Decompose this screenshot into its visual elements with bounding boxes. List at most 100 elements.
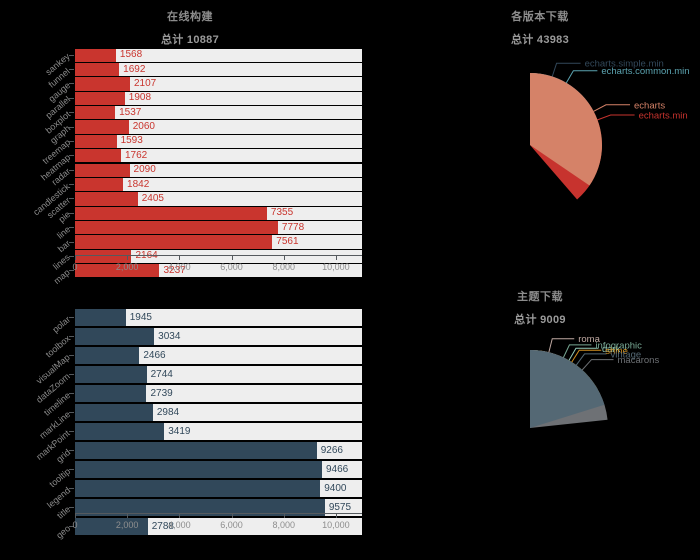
y-axis-tick: [69, 54, 74, 56]
x-axis-label: 8,000: [272, 520, 295, 530]
x-axis-label: 4,000: [168, 520, 191, 530]
bar-fill: [75, 163, 130, 177]
version-downloads-panel: 各版本下载 总计 43983 echarts.min echarts.simple…: [380, 0, 700, 280]
x-axis-tick: [335, 514, 337, 518]
bar-track: 7355: [75, 206, 362, 220]
y-axis-tick: [69, 526, 74, 527]
bar-track: 2107: [75, 77, 362, 91]
bar-value-label: 1692: [123, 63, 146, 75]
bar-row[interactable]: 1692: [75, 62, 362, 77]
bar-value-label: 3419: [168, 425, 191, 437]
bar-value-label: 7778: [281, 221, 305, 233]
bar-row[interactable]: 3034: [75, 327, 362, 346]
bar-row[interactable]: 1593: [75, 134, 362, 149]
theme-downloads-panel: 主题下载 总计 9009 dark infographic shine roma mac…: [380, 280, 700, 560]
x-axis-tick: [179, 256, 181, 260]
online-build-axis-line: [75, 255, 362, 256]
bar-fill: [75, 479, 321, 498]
bar-row[interactable]: 3237: [75, 264, 362, 278]
bar-row[interactable]: 7561: [75, 235, 362, 249]
bar-row[interactable]: 2739: [75, 384, 362, 403]
component-build-x-labels: 0 2,000 4,000 6,000 8,000 10,000: [72, 520, 362, 534]
bar-value-label: 2405: [141, 192, 164, 204]
bar-row[interactable]: 9575: [75, 498, 362, 517]
bar-track: 3237: [75, 264, 362, 278]
bar-value-label: 1593: [120, 135, 143, 147]
bar-row[interactable]: 2744: [75, 365, 362, 384]
bar-fill: [75, 221, 278, 235]
bar-track: 3034: [75, 327, 362, 346]
bar-row[interactable]: 9466: [75, 460, 362, 479]
x-axis-tick: [231, 514, 233, 518]
bar-row[interactable]: 2090: [75, 163, 362, 177]
bar-fill: [75, 235, 273, 249]
online-build-x-labels: 0 2,000 4,000 6,000 8,000 10,000: [72, 262, 362, 276]
x-axis-label: 10,000: [322, 262, 350, 272]
bar-row[interactable]: 1568: [75, 48, 362, 62]
bar-row[interactable]: 7778: [75, 221, 362, 235]
bar-row[interactable]: 2466: [75, 346, 362, 365]
bar-value-label: 9266: [320, 444, 343, 456]
y-axis-tick: [69, 317, 74, 318]
online-build-ticks: [75, 256, 362, 260]
x-axis-tick: [179, 514, 181, 518]
online-build-title: 在线构建: [167, 11, 213, 23]
y-axis-tick: [69, 355, 74, 356]
y-axis-tick: [69, 412, 74, 413]
bar-row[interactable]: 2984: [75, 403, 362, 422]
pie-label-leader-line: [581, 359, 614, 371]
y-axis-tick: [69, 393, 74, 394]
pie-slice-label: macarons: [618, 355, 660, 366]
bar-fill: [75, 384, 147, 403]
bar-fill: [75, 441, 317, 460]
bar-fill: [75, 62, 120, 77]
pie-slice-label: shine: [605, 346, 628, 357]
bar-track: 2090: [75, 163, 362, 177]
bar-row[interactable]: 2788: [75, 517, 362, 536]
bar-row[interactable]: 9266: [75, 441, 362, 460]
bar-fill: [75, 422, 165, 441]
bar-row[interactable]: 1842: [75, 177, 362, 192]
bar-row[interactable]: 2107: [75, 77, 362, 91]
bar-value-label: 7561: [276, 236, 299, 248]
x-axis-tick: [231, 256, 233, 260]
bar-value-label: 2788: [151, 520, 174, 532]
bar-track: 7778: [75, 221, 362, 235]
x-axis-label: 6,000: [220, 262, 243, 272]
y-axis-tick: [69, 450, 74, 451]
pie-slice[interactable]: [530, 73, 602, 186]
bar-track: 1568: [75, 48, 362, 62]
bar-fill: [75, 106, 116, 120]
bar-track: 1692: [75, 62, 362, 77]
online-build-bars: 1568 1692 2107 1908 1537 2060 1593 1762 2090 1842…: [72, 48, 362, 278]
bar-row[interactable]: 1762: [75, 149, 362, 163]
bar-fill: [75, 77, 130, 91]
x-axis-label: 0: [72, 262, 78, 272]
component-build-plot-area: polar toolbox visualMap dataZoom timeline mar…: [0, 308, 380, 558]
x-axis-tick: [75, 514, 76, 518]
bar-row[interactable]: 9400: [75, 479, 362, 498]
bar-fill: [75, 206, 267, 220]
bar-row[interactable]: 1908: [75, 91, 362, 105]
pie-slice[interactable]: [530, 350, 605, 428]
y-axis-tick: [69, 140, 74, 142]
pie-label-leader-line: [565, 70, 598, 84]
online-build-plot-area: sankey funnel gauge parallel boxplot graph tre…: [0, 48, 380, 300]
bar-row[interactable]: 1537: [75, 106, 362, 120]
bar-fill: [75, 346, 140, 365]
bar-track: 1842: [75, 177, 362, 192]
bar-row[interactable]: 1945: [75, 308, 362, 327]
y-axis-tick: [69, 469, 74, 470]
bar-row[interactable]: 7355: [75, 206, 362, 220]
pie-label-leader-line: [597, 114, 635, 121]
bar-row[interactable]: 3419: [75, 422, 362, 441]
bar-track: 2060: [75, 120, 362, 134]
pie-label-leader-line: [571, 349, 602, 363]
bar-track: 9575: [75, 498, 362, 517]
bar-row[interactable]: 2060: [75, 120, 362, 134]
bar-track: 2788: [75, 517, 362, 536]
pie-slice-label: echarts.min: [639, 110, 688, 121]
bar-fill: [75, 498, 325, 517]
pie-slice-label: dark: [602, 344, 621, 355]
bar-row[interactable]: 2405: [75, 192, 362, 206]
